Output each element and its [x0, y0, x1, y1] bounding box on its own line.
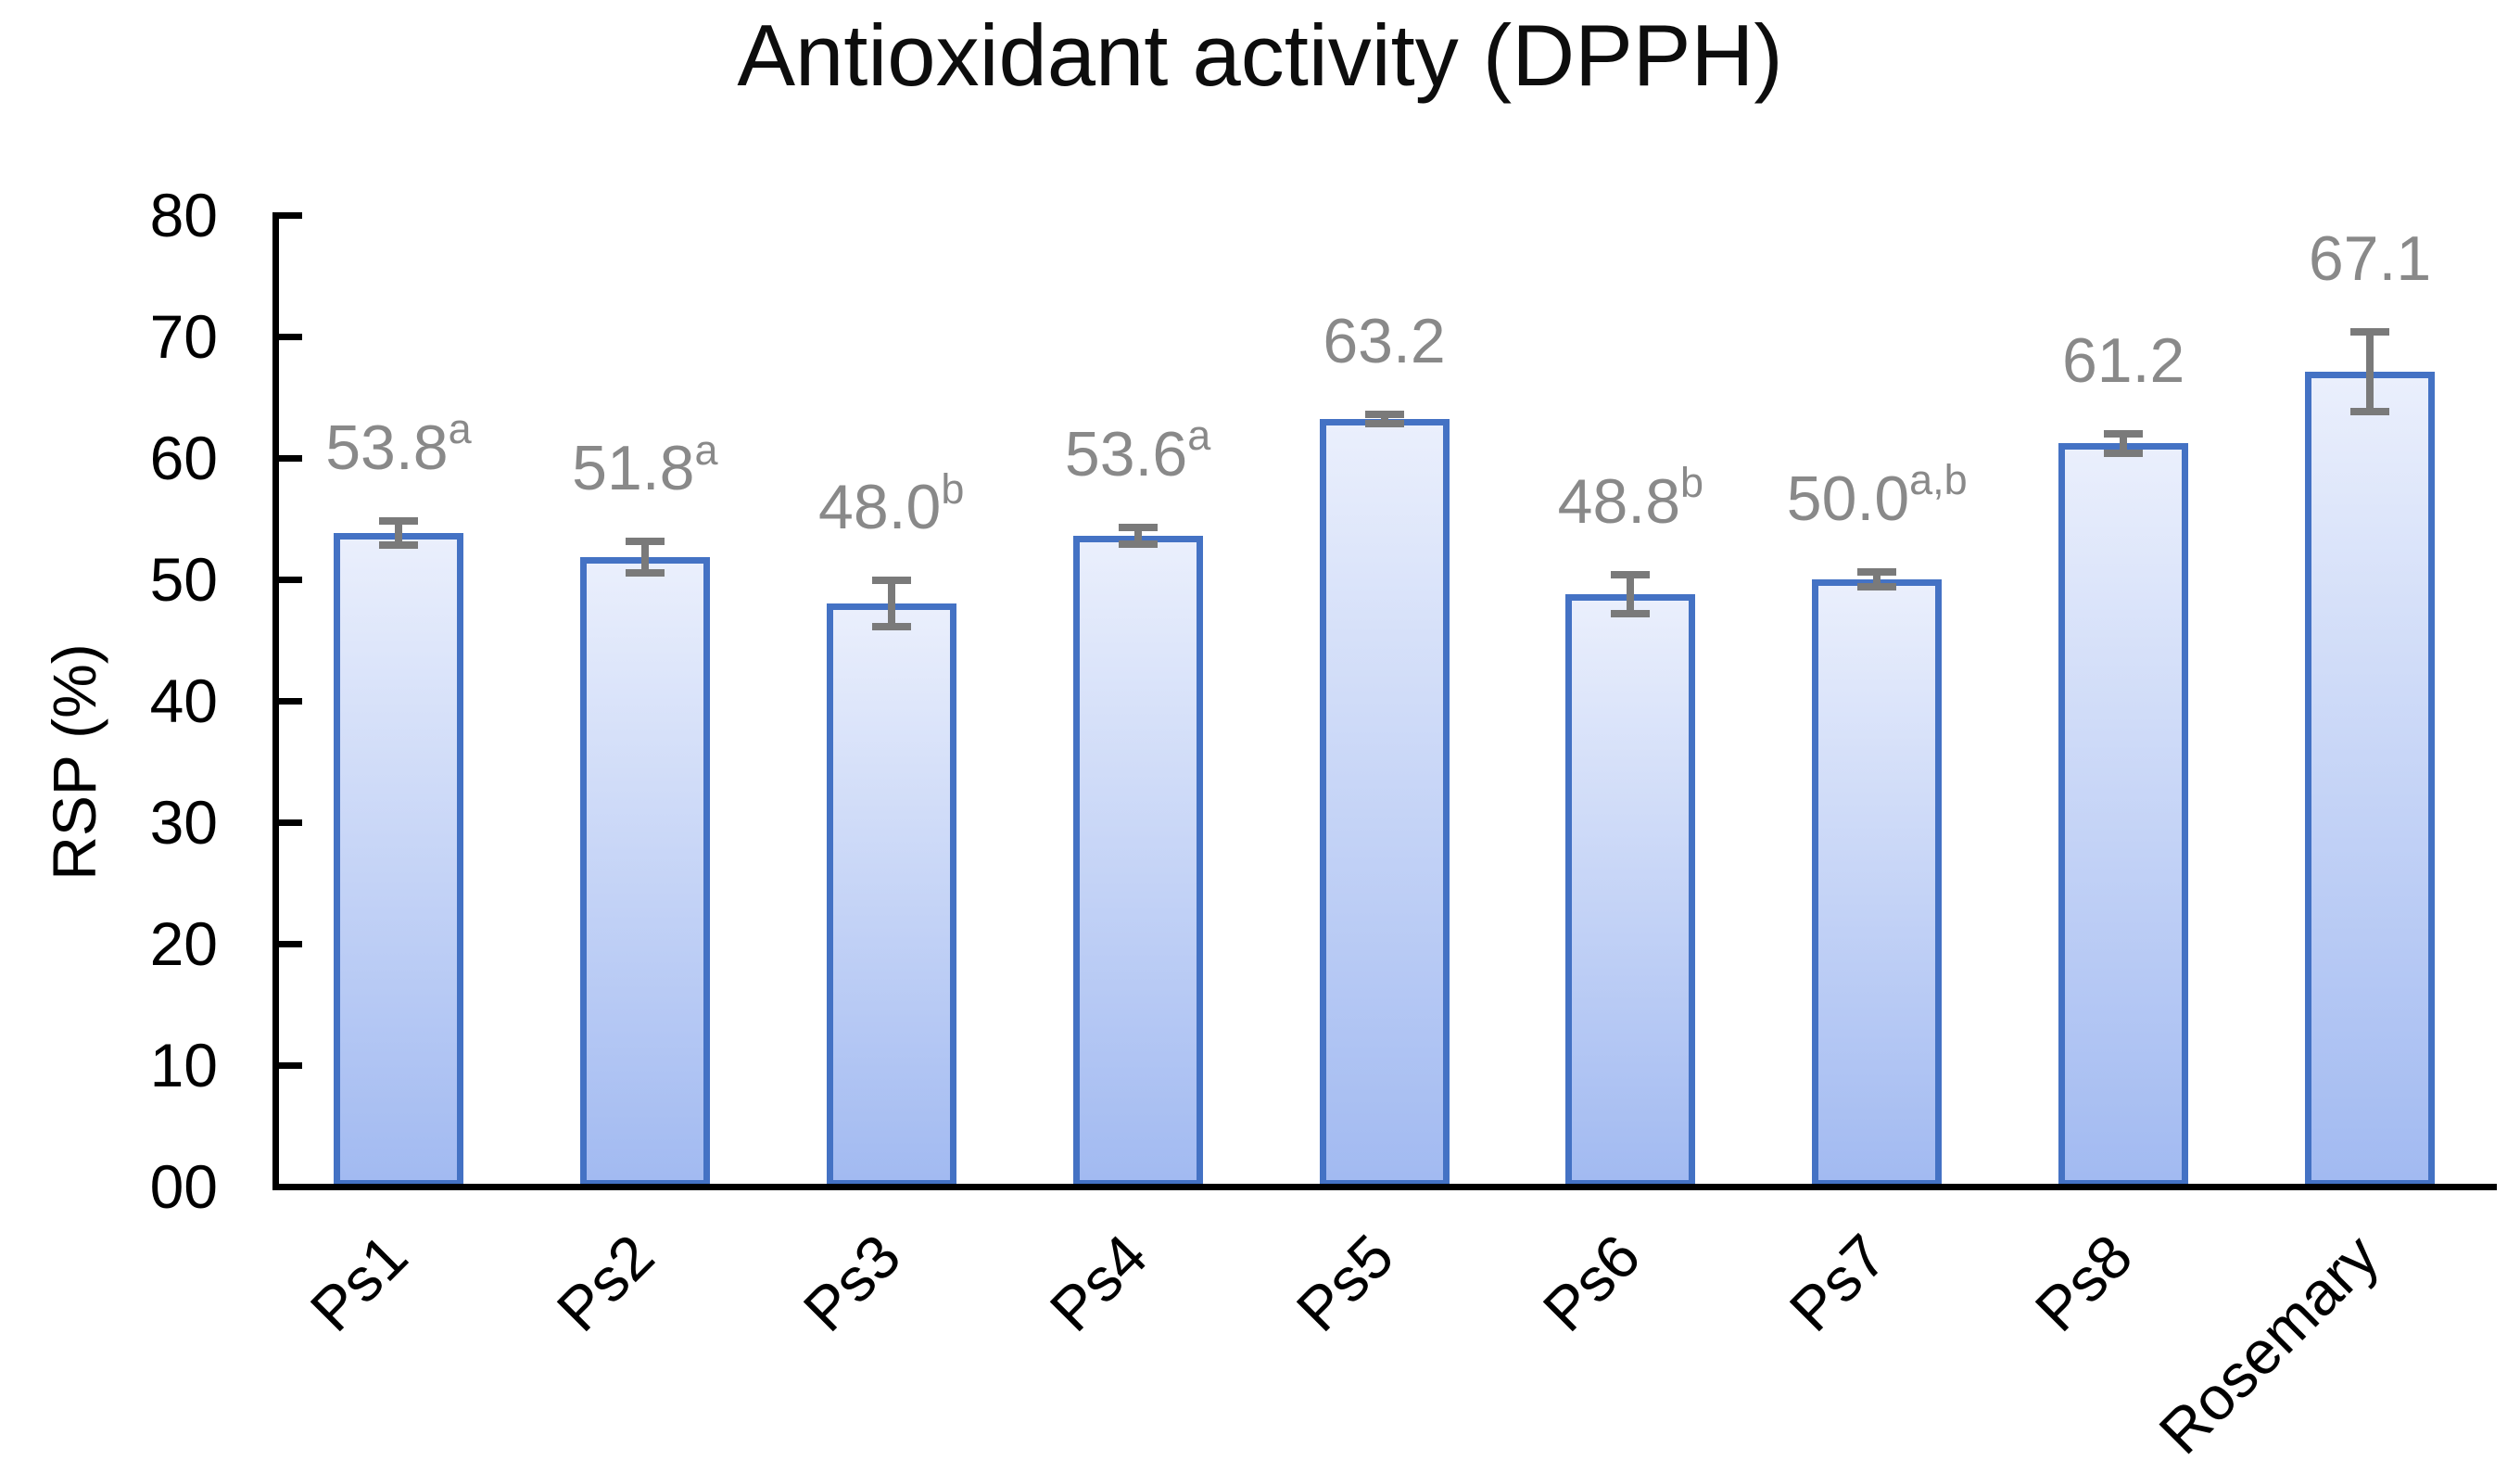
bar	[579, 557, 710, 1187]
error-bar-cap	[625, 538, 665, 546]
y-axis-tick-label: 70	[149, 302, 218, 371]
bar-value-label: 50.0a,b	[1786, 456, 1968, 535]
error-bar	[1380, 413, 1388, 425]
x-axis-category-label: Ps4	[1036, 1221, 1160, 1345]
bar	[1072, 535, 1203, 1187]
error-bar	[2120, 433, 2128, 453]
bar-value-label: 53.8a	[325, 405, 472, 484]
error-bar	[640, 541, 649, 574]
x-axis-category-label: Ps1	[297, 1221, 421, 1345]
y-axis-tick-label: 80	[149, 181, 218, 249]
bar	[1812, 579, 1943, 1187]
bar	[1319, 419, 1450, 1187]
y-axis-tick-label: 00	[149, 1152, 218, 1221]
bar-value-label: 63.2	[1323, 305, 1446, 376]
y-axis-tick	[278, 1061, 302, 1069]
bar	[826, 603, 956, 1187]
error-bar-cap	[2104, 429, 2144, 438]
bar	[333, 533, 463, 1187]
x-axis-category-label: Ps3	[790, 1221, 914, 1345]
bar-value-label: 53.6a	[1064, 412, 1211, 489]
error-bar-cap	[1611, 570, 1651, 578]
bar-value-label: 51.8a	[572, 425, 718, 504]
y-axis-tick	[278, 454, 302, 462]
y-axis-tick-label: 10	[149, 1031, 218, 1099]
y-axis-tick-label: 20	[149, 909, 218, 978]
y-axis-tick-label: 60	[149, 424, 218, 492]
error-bar-cap	[1118, 523, 1158, 531]
y-axis-tick	[278, 940, 302, 947]
bar-value-label: 61.2	[2061, 324, 2185, 396]
bar-value-label: 67.1	[2308, 222, 2432, 294]
error-bar-cap	[2104, 449, 2144, 457]
error-bar-cap	[2350, 327, 2390, 336]
error-bar-cap	[378, 541, 418, 550]
x-axis-category-label: Ps8	[2022, 1221, 2146, 1345]
y-axis-tick-label: 30	[149, 788, 218, 857]
error-bar	[1873, 572, 1881, 587]
error-bar-cap	[871, 577, 911, 585]
error-bar	[887, 580, 895, 628]
bar	[1565, 593, 1696, 1187]
x-axis-category-label: Ps5	[1283, 1221, 1407, 1345]
error-bar-cap	[1611, 609, 1651, 617]
error-bar	[1133, 527, 1142, 544]
y-axis-line	[272, 211, 279, 1190]
bar	[2305, 371, 2436, 1187]
error-bar-cap	[2350, 408, 2390, 416]
bar-value-label: 48.0b	[818, 464, 965, 543]
error-bar	[394, 521, 402, 546]
error-bar-cap	[1857, 568, 1897, 577]
x-axis-category-label: Ps7	[1776, 1221, 1899, 1345]
error-bar-cap	[1857, 582, 1897, 590]
y-axis-tick-label: 50	[149, 545, 218, 614]
y-axis-tick	[278, 211, 302, 219]
y-axis-tick	[278, 576, 302, 583]
x-axis-category-label: Rosemary	[2146, 1221, 2392, 1467]
error-bar-cap	[871, 623, 911, 631]
y-axis-tick-label: 40	[149, 667, 218, 735]
bar	[2058, 443, 2189, 1187]
x-axis-category-label: Ps2	[543, 1221, 667, 1345]
error-bar-cap	[1364, 410, 1404, 418]
error-bar	[1627, 574, 1635, 614]
error-bar	[2366, 331, 2374, 413]
error-bar-cap	[625, 569, 665, 578]
bar-value-label: 48.8b	[1557, 459, 1704, 537]
y-axis-tick	[278, 819, 302, 826]
x-axis-line	[272, 1183, 2497, 1190]
x-axis-category-label: Ps6	[1529, 1221, 1653, 1345]
error-bar-cap	[378, 517, 418, 526]
error-bar-cap	[1118, 540, 1158, 548]
y-axis-tick	[278, 333, 302, 340]
y-axis-tick	[278, 697, 302, 705]
error-bar-cap	[1364, 420, 1404, 428]
chart-title: Antioxidant activity (DPPH)	[737, 6, 1783, 104]
